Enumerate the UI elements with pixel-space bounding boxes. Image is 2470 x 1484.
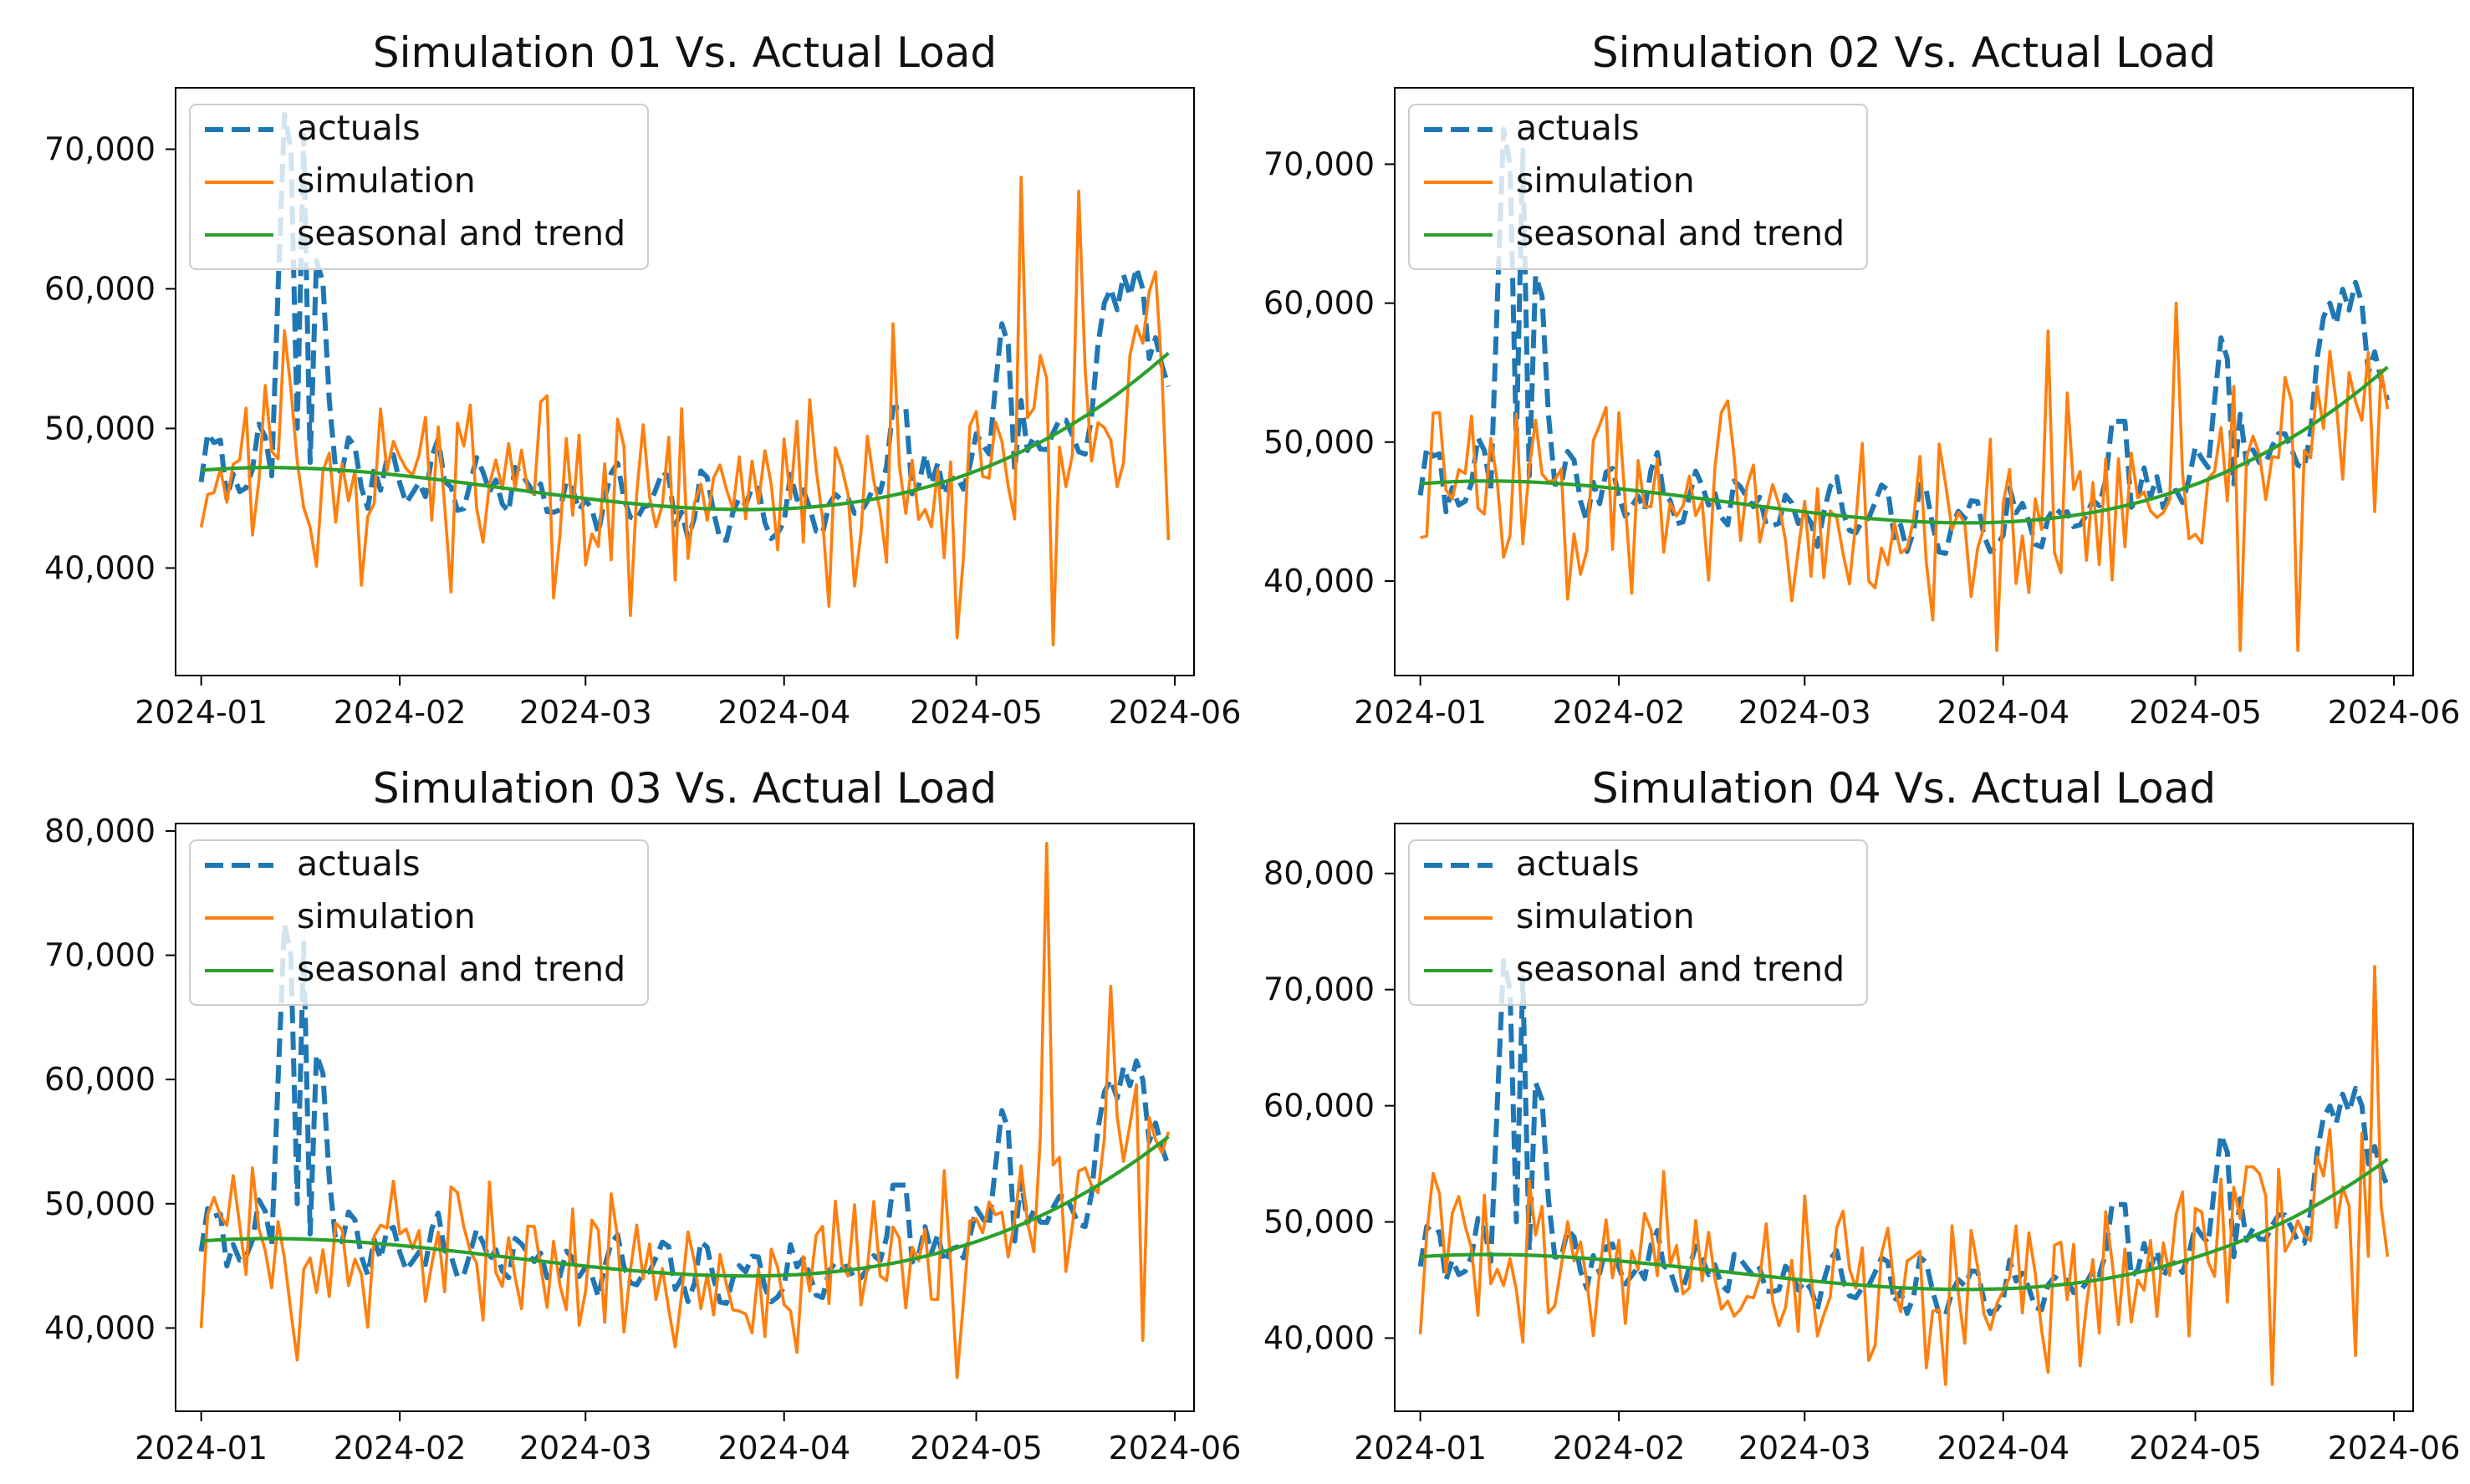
y-tick-label: 60,000 [44,1061,156,1098]
y-tick-label: 50,000 [1263,424,1375,461]
series-line-actuals [1417,126,2391,556]
legend-label: actuals [1516,844,1640,884]
legend-label: seasonal and trend [1516,213,1845,253]
series-line-actuals [198,111,1171,543]
x-tick-label: 2024-02 [334,1430,467,1466]
chart-panel-3: Simulation 03 Vs. Actual Load 2024-01 2024… [44,764,1241,1466]
chart-panel-2: Simulation 02 Vs. Actual Load 2024-01 2024… [1263,28,2460,731]
x-tick-label: 2024-06 [2328,694,2461,731]
legend-box [1408,839,1868,1006]
y-tick-label: 60,000 [1263,285,1375,322]
chart-title: Simulation 02 Vs. Actual Load [1592,28,2216,77]
legend-label: seasonal and trend [297,949,625,989]
series-group [198,111,1171,647]
x-tick-label: 2024-05 [2129,1430,2262,1466]
y-tick-label: 70,000 [1263,971,1375,1008]
chart-panel-4: Simulation 04 Vs. Actual Load 2024-01 2024… [1263,764,2460,1466]
series-line-seasonal-and-trend [201,351,1170,512]
y-tick-label: 80,000 [1263,855,1375,892]
legend-box [189,839,649,1006]
legend-label: actuals [1516,108,1640,148]
legend-label: simulation [1516,161,1695,201]
y-tick-label: 70,000 [44,130,156,167]
series-group [198,842,1171,1379]
axes-frame [175,87,1195,676]
legend: actuals simulation seasonal and trend [189,104,649,270]
x-tick-label: 2024-02 [334,694,467,731]
axes-frame [1394,87,2414,676]
legend-label: simulation [297,896,476,936]
x-tick-label: 2024-02 [1553,1430,1686,1466]
x-tick-label: 2024-05 [2129,694,2262,731]
series-line-simulation [1420,301,2390,652]
x-tick-label: 2024-04 [1937,694,2069,731]
series-group [1417,957,2391,1386]
series-line-simulation [199,176,1171,647]
y-tick-label: 40,000 [1263,1319,1375,1356]
x-tick-label: 2024-01 [1354,694,1487,731]
y-tick-label: 80,000 [44,813,156,849]
x-tick-label: 2024-02 [1553,694,1686,731]
x-tick-label: 2024-06 [1109,694,1242,731]
legend-box [1408,104,1868,270]
x-tick-label: 2024-05 [910,694,1043,731]
y-tick-label: 40,000 [1263,563,1375,599]
x-tick-label: 2024-03 [1738,694,1871,731]
series-line-actuals [1417,957,2391,1318]
x-tick-label: 2024-01 [1354,1430,1487,1466]
y-tick-label: 50,000 [1263,1204,1375,1241]
x-tick-label: 2024-06 [2328,1430,2461,1466]
y-tick-label: 50,000 [44,1186,156,1222]
series-line-seasonal-and-trend [201,1135,1170,1278]
y-tick-label: 40,000 [44,1309,156,1346]
legend: actuals simulation seasonal and trend [1408,839,1868,1006]
legend-label: simulation [1516,896,1695,936]
series-line-simulation [199,842,1171,1379]
x-tick-label: 2024-04 [1937,1430,2069,1466]
axes-frame [1394,823,2414,1412]
chart-title: Simulation 01 Vs. Actual Load [373,28,997,77]
y-tick-label: 70,000 [1263,145,1375,182]
series-line-seasonal-and-trend [1420,1157,2389,1292]
legend: actuals simulation seasonal and trend [189,839,649,1006]
legend-label: seasonal and trend [297,213,625,253]
y-tick-label: 40,000 [44,549,156,586]
legend-label: seasonal and trend [1516,949,1845,989]
series-line-seasonal-and-trend [1420,365,2389,525]
x-tick-label: 2024-04 [717,694,850,731]
chart-grid: Simulation 01 Vs. Actual Load 2024-01 2024… [44,28,2460,1466]
x-tick-label: 2024-03 [1738,1430,1871,1466]
legend-label: simulation [297,161,476,201]
x-tick-label: 2024-06 [1109,1430,1242,1466]
legend-label: actuals [297,844,421,884]
y-tick-label: 60,000 [44,270,156,307]
x-tick-label: 2024-03 [519,1430,652,1466]
chart-panel-1: Simulation 01 Vs. Actual Load 2024-01 2024… [44,28,1241,731]
x-tick-label: 2024-05 [910,1430,1043,1466]
legend-box [189,104,649,270]
chart-title: Simulation 03 Vs. Actual Load [373,764,997,813]
axes-frame [175,823,1195,1412]
y-tick-label: 60,000 [1263,1088,1375,1124]
y-tick-label: 70,000 [44,937,156,974]
chart-title: Simulation 04 Vs. Actual Load [1592,764,2216,813]
legend-label: actuals [297,108,421,148]
x-tick-label: 2024-04 [717,1430,850,1466]
legend: actuals simulation seasonal and trend [1408,104,1868,270]
x-tick-label: 2024-01 [135,1430,268,1466]
x-tick-label: 2024-01 [135,694,268,731]
x-tick-label: 2024-03 [519,694,652,731]
y-tick-label: 50,000 [44,410,156,446]
series-group [1417,126,2391,652]
series-line-actuals [198,921,1171,1306]
